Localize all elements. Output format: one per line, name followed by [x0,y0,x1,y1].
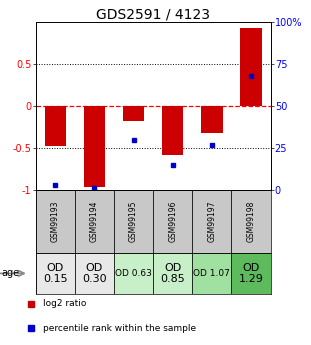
Text: GSM99194: GSM99194 [90,200,99,242]
Text: OD
1.29: OD 1.29 [239,263,263,284]
Bar [75,253,114,294]
Text: GSM99197: GSM99197 [207,200,216,242]
Bar [153,253,192,294]
Bar [162,106,183,155]
Text: GSM99198: GSM99198 [247,200,256,242]
Bar [36,253,75,294]
Text: OD
0.30: OD 0.30 [82,263,107,284]
Bar [84,106,105,187]
Bar [231,190,271,253]
Bar [153,190,192,253]
Bar [75,190,114,253]
Text: GSM99195: GSM99195 [129,200,138,242]
Bar [114,253,153,294]
Bar [123,106,144,121]
Text: OD
0.15: OD 0.15 [43,263,68,284]
Bar [44,106,66,146]
Text: age: age [2,268,20,278]
Bar [192,190,231,253]
Text: OD 1.07: OD 1.07 [193,269,230,278]
Text: GSM99193: GSM99193 [51,200,60,242]
Bar [240,28,262,106]
Text: GSM99196: GSM99196 [168,200,177,242]
Title: GDS2591 / 4123: GDS2591 / 4123 [96,7,210,21]
Text: percentile rank within the sample: percentile rank within the sample [43,324,196,333]
Text: OD 0.63: OD 0.63 [115,269,152,278]
Text: OD
0.85: OD 0.85 [160,263,185,284]
Bar [231,253,271,294]
Bar [114,190,153,253]
Text: log2 ratio: log2 ratio [43,299,86,308]
Bar [36,190,75,253]
Bar [192,253,231,294]
Bar [201,106,223,133]
